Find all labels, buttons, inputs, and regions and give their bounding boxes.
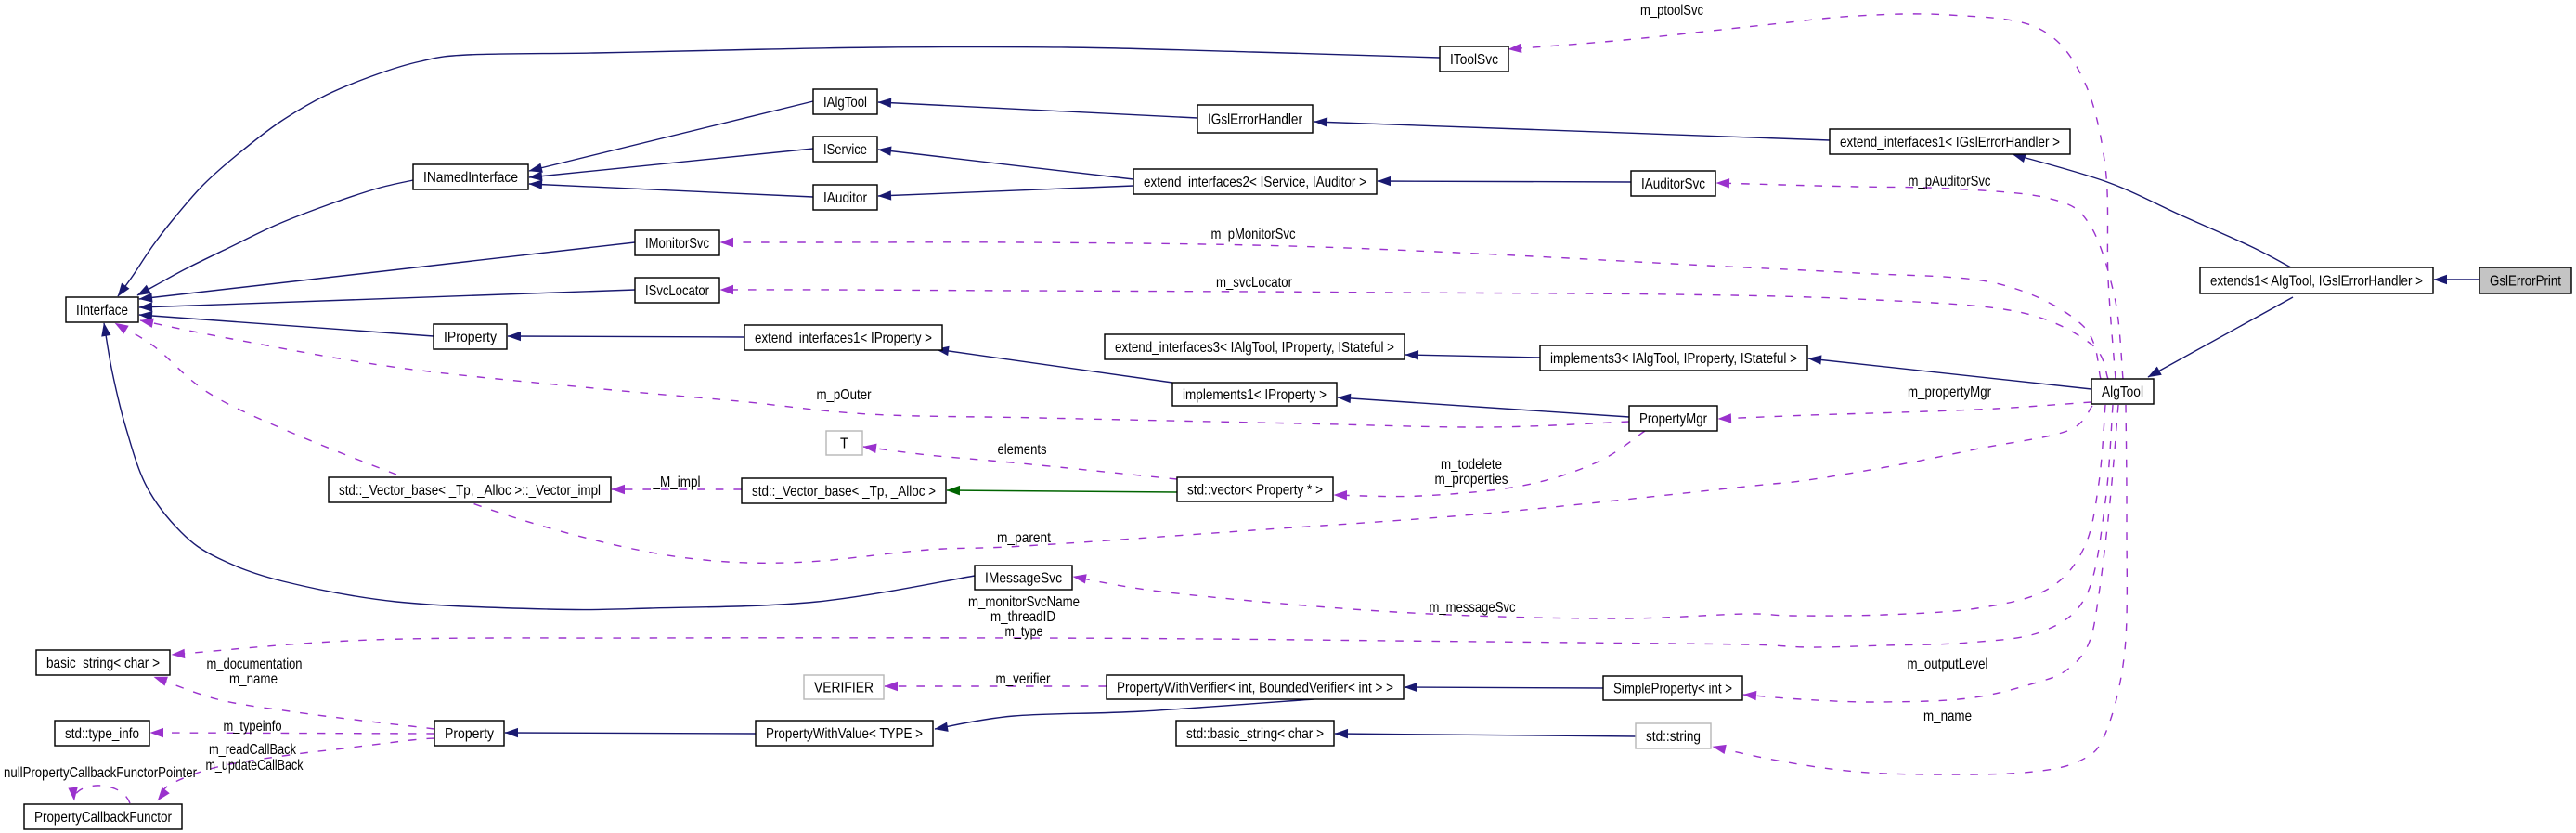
svg-text:m_readCallBack: m_readCallBack xyxy=(209,742,296,758)
svg-text:Property: Property xyxy=(445,726,494,742)
svg-text:IAuditor: IAuditor xyxy=(823,190,867,206)
svg-text:VERIFIER: VERIFIER xyxy=(814,681,874,696)
svg-text:m_svcLocator: m_svcLocator xyxy=(1216,275,1292,291)
svg-text:extends1< AlgTool, IGslErrorHa: extends1< AlgTool, IGslErrorHandler > xyxy=(2210,274,2423,290)
svg-text:_M_impl: _M_impl xyxy=(653,475,701,490)
svg-text:elements: elements xyxy=(998,442,1047,458)
svg-text:IToolSvc: IToolSvc xyxy=(1450,52,1498,68)
svg-text:m_pOuter: m_pOuter xyxy=(817,387,872,403)
svg-text:extend_interfaces2< IService,: extend_interfaces2< IService, IAuditor > xyxy=(1144,175,1366,190)
svg-text:nullPropertyCallbackFunctorPoi: nullPropertyCallbackFunctorPointer xyxy=(4,765,197,781)
svg-text:m_pAuditorSvc: m_pAuditorSvc xyxy=(1909,174,1991,189)
svg-text:IAuditorSvc: IAuditorSvc xyxy=(1641,176,1705,192)
svg-text:IProperty: IProperty xyxy=(444,330,497,345)
svg-text:AlgTool: AlgTool xyxy=(2102,384,2143,400)
svg-text:IInterface: IInterface xyxy=(76,303,128,319)
svg-text:std::type_info: std::type_info xyxy=(65,726,139,742)
svg-text:ISvcLocator: ISvcLocator xyxy=(645,283,709,299)
svg-text:m_updateCallBack: m_updateCallBack xyxy=(206,758,304,774)
svg-text:m_typeinfo: m_typeinfo xyxy=(224,719,282,735)
svg-text:m_messageSvc: m_messageSvc xyxy=(1430,600,1516,616)
svg-text:std::vector< Property * >: std::vector< Property * > xyxy=(1187,483,1323,499)
svg-text:implements1< IProperty >: implements1< IProperty > xyxy=(1183,387,1327,403)
svg-text:m_name: m_name xyxy=(1923,709,1972,724)
svg-text:m_pMonitorSvc: m_pMonitorSvc xyxy=(1211,227,1296,242)
svg-text:IGslErrorHandler: IGslErrorHandler xyxy=(1208,112,1302,128)
svg-text:T: T xyxy=(840,436,848,452)
svg-text:SimpleProperty< int >: SimpleProperty< int > xyxy=(1613,682,1732,697)
svg-text:IService: IService xyxy=(823,142,867,158)
svg-text:extend_interfaces3< IAlgTool,: extend_interfaces3< IAlgTool, IProperty,… xyxy=(1115,340,1394,356)
svg-text:std::string: std::string xyxy=(1646,729,1701,745)
svg-text:std::_Vector_base< _Tp, _Alloc: std::_Vector_base< _Tp, _Alloc >::_Vecto… xyxy=(339,483,601,499)
svg-text:m_type: m_type xyxy=(1005,624,1043,640)
svg-text:std::_Vector_base< _Tp, _Alloc: std::_Vector_base< _Tp, _Alloc > xyxy=(752,484,936,500)
svg-text:m_threadID: m_threadID xyxy=(990,609,1055,625)
svg-text:PropertyMgr: PropertyMgr xyxy=(1639,411,1707,427)
svg-text:m_ptoolSvc: m_ptoolSvc xyxy=(1640,3,1703,19)
svg-text:m_propertyMgr: m_propertyMgr xyxy=(1908,384,1991,400)
svg-text:PropertyWithValue< TYPE >: PropertyWithValue< TYPE > xyxy=(766,726,923,742)
svg-text:m_documentation: m_documentation xyxy=(207,657,303,672)
svg-text:PropertyCallbackFunctor: PropertyCallbackFunctor xyxy=(34,810,172,826)
svg-text:INamedInterface: INamedInterface xyxy=(423,170,518,186)
svg-text:m_monitorSvcName: m_monitorSvcName xyxy=(968,594,1080,610)
svg-text:basic_string< char >: basic_string< char > xyxy=(46,656,160,671)
svg-text:extend_interfaces1< IProperty: extend_interfaces1< IProperty > xyxy=(755,331,932,346)
svg-text:GslErrorPrint: GslErrorPrint xyxy=(2490,274,2562,290)
svg-text:extend_interfaces1< IGslErrorH: extend_interfaces1< IGslErrorHandler > xyxy=(1840,135,2060,150)
svg-text:m_todelete: m_todelete xyxy=(1441,457,1502,473)
svg-text:m_parent: m_parent xyxy=(997,530,1052,546)
svg-text:IAlgTool: IAlgTool xyxy=(823,95,867,111)
svg-text:m_properties: m_properties xyxy=(1435,472,1508,488)
svg-text:m_verifier: m_verifier xyxy=(996,671,1051,687)
svg-text:IMessageSvc: IMessageSvc xyxy=(985,571,1062,587)
svg-text:IMonitorSvc: IMonitorSvc xyxy=(645,236,709,252)
svg-text:std::basic_string< char >: std::basic_string< char > xyxy=(1186,726,1324,742)
svg-text:m_outputLevel: m_outputLevel xyxy=(1908,657,1988,672)
svg-text:m_name: m_name xyxy=(229,671,278,687)
svg-text:PropertyWithVerifier< int, Bou: PropertyWithVerifier< int, BoundedVerifi… xyxy=(1117,681,1393,696)
svg-text:implements3< IAlgTool, IProper: implements3< IAlgTool, IProperty, IState… xyxy=(1550,351,1797,367)
